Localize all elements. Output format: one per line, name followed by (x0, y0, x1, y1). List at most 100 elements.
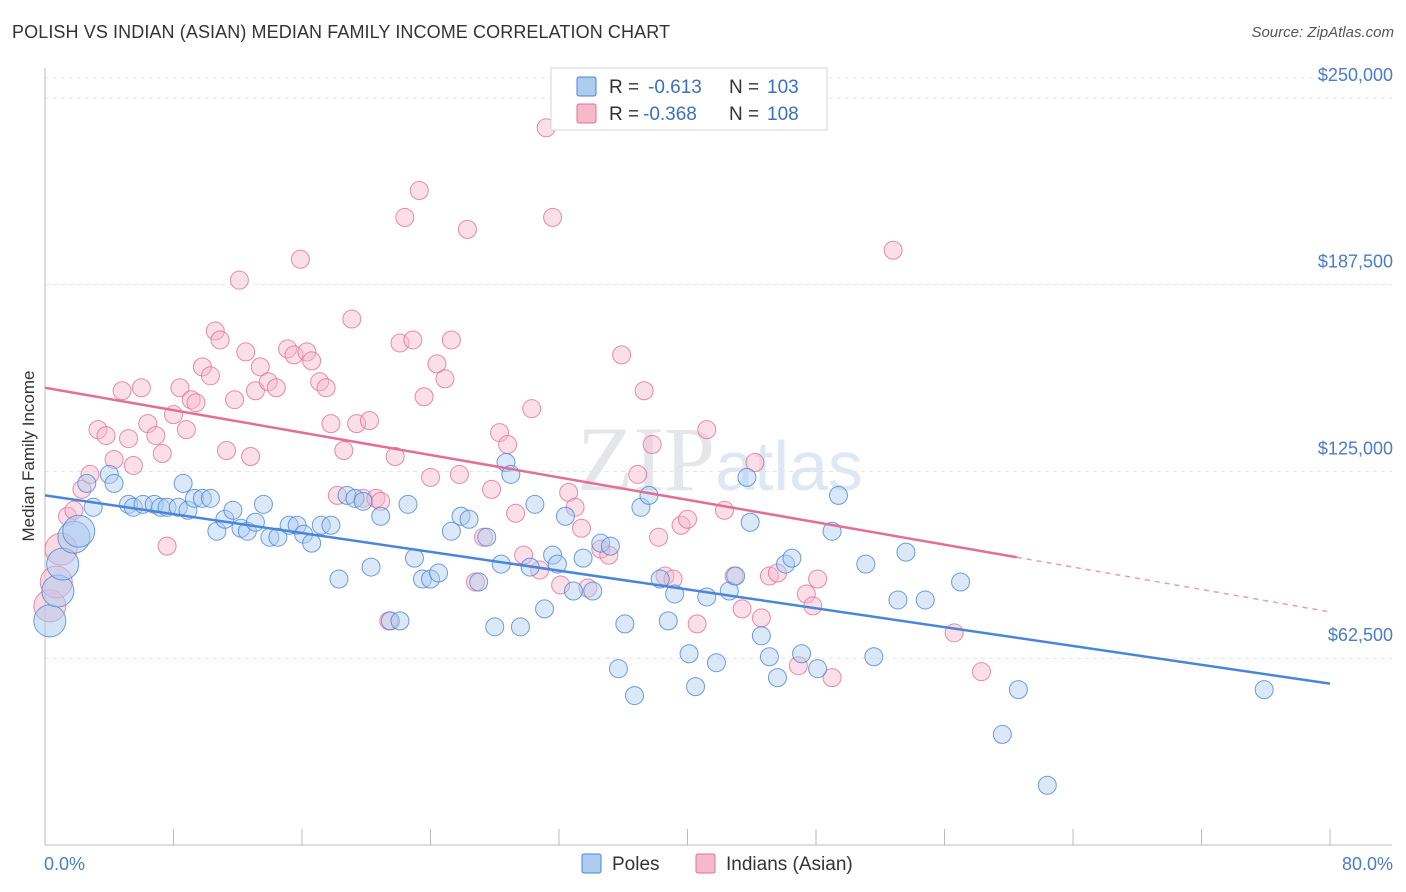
poles-point (751, 626, 771, 646)
poles-point (62, 514, 96, 548)
indians-point (403, 330, 423, 350)
poles-point (608, 659, 628, 679)
poles-point (371, 506, 391, 526)
indians-point (119, 429, 139, 449)
indians-point (482, 479, 502, 499)
indians-point (414, 387, 434, 407)
indians-point (395, 207, 415, 227)
y-tick-label: $187,500 (1318, 252, 1393, 272)
legend-poles-r-label: R = (609, 77, 639, 98)
poles-point (624, 686, 644, 706)
poles-points (33, 452, 1274, 795)
indians-point (302, 351, 322, 371)
poles-point (329, 569, 349, 589)
indians-point (506, 503, 526, 523)
poles-point (615, 614, 635, 634)
poles-point (302, 533, 322, 553)
poles-point (679, 644, 699, 664)
indians-point (152, 444, 172, 464)
poles-point (726, 566, 746, 586)
x-ticks (44, 829, 1331, 845)
poles-point (543, 545, 563, 565)
indians-point (457, 219, 477, 239)
poles-point (808, 659, 828, 679)
indians-point (808, 569, 828, 589)
poles-point (740, 512, 760, 532)
indians-point (284, 345, 304, 365)
poles-point (459, 509, 479, 529)
trend-lines (44, 386, 1331, 685)
poles-point (404, 548, 424, 568)
indians-trend-line-dashed (1016, 556, 1331, 613)
indians-point (543, 207, 563, 227)
bottom-legend-poles: Poles (612, 854, 660, 875)
indians-point (359, 411, 379, 431)
legend-swatch-poles (576, 76, 597, 97)
indians-point (421, 467, 440, 487)
poles-point (658, 611, 678, 631)
y-axis-label: Median Family Income (19, 370, 38, 541)
poles-point (1037, 775, 1057, 795)
indians-point (342, 309, 362, 329)
indians-point (427, 354, 447, 374)
grid-lines (45, 77, 1392, 659)
indians-point (321, 414, 341, 434)
poles-point (792, 644, 812, 664)
indians-point (822, 668, 842, 688)
indians-point (112, 381, 132, 401)
legend-poles-n-value: 103 (767, 77, 799, 98)
poles-point (992, 724, 1012, 744)
x-tick-label-min: 0.0% (44, 854, 85, 874)
poles-point (485, 617, 505, 637)
poles-point (686, 677, 706, 697)
indians-point (385, 447, 405, 466)
bottom-legend-swatch-indians (695, 853, 716, 874)
poles-point (737, 467, 757, 487)
poles-point (525, 494, 545, 514)
poles-point (600, 536, 620, 556)
indians-points (33, 118, 991, 688)
indians-point (347, 414, 367, 434)
indians-point (210, 330, 230, 350)
bottom-legend-swatch-poles (581, 853, 602, 874)
poles-point (1008, 680, 1028, 700)
legend-indians-r-label: R = (609, 104, 639, 125)
poles-point (864, 647, 884, 667)
indians-point (176, 420, 196, 440)
indians-point (522, 399, 542, 419)
poles-point (573, 548, 593, 568)
poles-point (245, 512, 265, 532)
indians-point (390, 333, 410, 353)
bottom-legend: Poles Indians (Asian) (581, 853, 853, 875)
indians-trend-line (44, 386, 1017, 559)
indians-point (883, 240, 903, 260)
y-tick-labels: $62,500 $125,000 $187,500 $250,000 (1318, 65, 1393, 645)
poles-point (441, 521, 461, 541)
poles-point (184, 488, 204, 508)
indians-point (217, 441, 237, 461)
poles-point (856, 554, 876, 574)
poles-point (759, 647, 779, 667)
poles-point (33, 604, 67, 638)
poles-point (173, 473, 193, 493)
indians-point (498, 435, 518, 455)
poles-point (361, 557, 381, 577)
indians-point (678, 509, 697, 529)
indians-point (131, 378, 151, 398)
poles-point (477, 527, 497, 547)
indians-point (236, 342, 256, 362)
indians-point (250, 357, 270, 377)
indians-point (316, 378, 336, 398)
chart-source: Source: ZipAtlas.com (1251, 24, 1394, 41)
indians-point (146, 426, 166, 446)
indians-point (241, 447, 261, 466)
indians-point (290, 249, 310, 269)
indians-point (634, 381, 654, 401)
poles-point (1254, 680, 1274, 700)
poles-point (951, 572, 971, 592)
legend-poles-r-value: -0.613 (648, 77, 702, 98)
indians-point (796, 584, 816, 604)
poles-point (200, 488, 220, 508)
y-tick-label: $125,000 (1318, 438, 1393, 458)
indians-point (551, 575, 571, 595)
